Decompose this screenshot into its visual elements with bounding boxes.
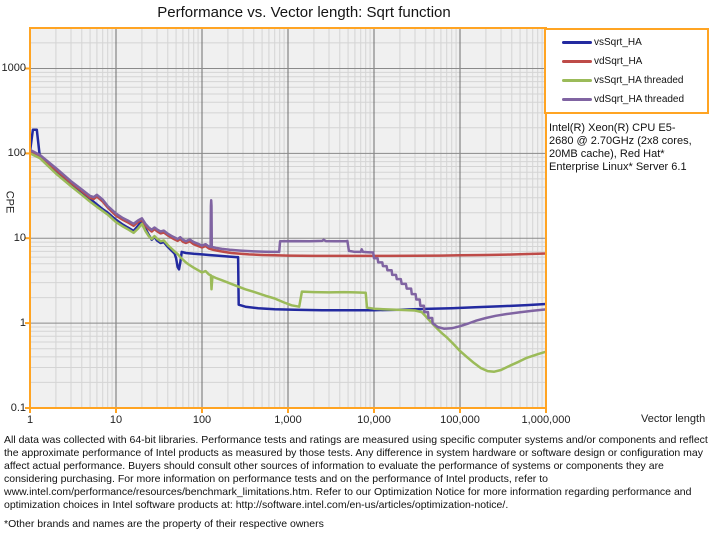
disclaimer-text: All data was collected with 64-bit libra…: [4, 434, 708, 511]
legend-line-swatch-red: [562, 60, 592, 63]
system-info-line: 2680 @ 2.70GHz (2x8 cores,: [549, 135, 692, 147]
legend: vsSqrt_HA vdSqrt_HA vsSqrt_HA threaded v…: [544, 28, 709, 114]
x-tick-label: 1: [26, 414, 34, 426]
x-tick-label: 10,000: [357, 414, 391, 426]
y-tick-label: 100: [7, 147, 26, 160]
y-tick-label: 10: [13, 232, 26, 245]
x-tick-label: 1,000: [274, 414, 302, 426]
legend-label: vdSqrt_HA threaded: [594, 94, 685, 105]
legend-item-vssqrt-ha: vsSqrt_HA: [546, 37, 707, 48]
y-axis-title: CPE: [3, 190, 16, 214]
legend-line-swatch-green: [562, 79, 592, 82]
x-tick-label: 100,000: [440, 414, 480, 426]
system-info-line: 20MB cache), Red Hat*: [549, 148, 665, 160]
system-info-line: Intel(R) Xeon(R) CPU E5-: [549, 122, 676, 134]
legend-item-vssqrt-ha-threaded: vsSqrt_HA threaded: [546, 75, 707, 86]
x-tick-label: 100: [192, 414, 212, 426]
chart-title: Performance vs. Vector length: Sqrt func…: [157, 4, 451, 21]
legend-label: vsSqrt_HA threaded: [594, 75, 684, 86]
system-info-annotation: Intel(R) Xeon(R) CPU E5- 2680 @ 2.70GHz …: [549, 122, 712, 174]
legend-item-vdsqrt-ha: vdSqrt_HA: [546, 56, 707, 67]
x-tick-label: 1,000,000: [521, 414, 571, 426]
legend-line-swatch-blue: [562, 41, 592, 44]
legend-item-vdsqrt-ha-threaded: vdSqrt_HA threaded: [546, 94, 707, 105]
plot-area: [25, 27, 547, 413]
legend-label: vdSqrt_HA: [594, 56, 643, 67]
legend-label: vsSqrt_HA: [594, 37, 642, 48]
footnote-text: *Other brands and names are the property…: [4, 518, 324, 530]
y-tick-label: 0.1: [10, 402, 26, 414]
x-tick-label: 10: [109, 414, 123, 426]
chart-region: Performance vs. Vector length: Sqrt func…: [1, 4, 712, 426]
legend-line-swatch-purple: [562, 98, 592, 101]
y-tick-label: 1: [19, 317, 26, 330]
y-tick-label: 1000: [1, 62, 26, 75]
x-axis-title: Vector length: [641, 413, 706, 425]
system-info-line: Enterprise Linux* Server 6.1: [549, 161, 687, 173]
